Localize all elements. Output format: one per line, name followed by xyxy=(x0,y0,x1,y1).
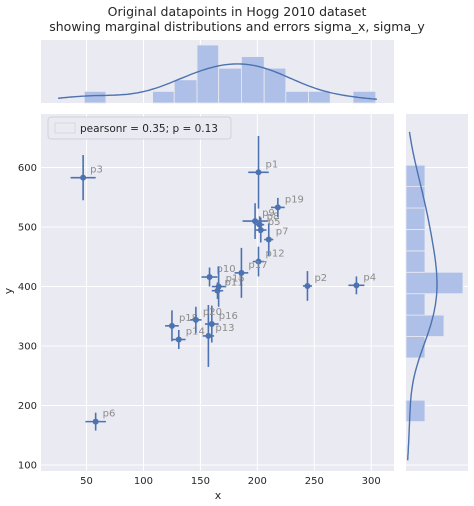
point-label: p1 xyxy=(265,159,278,170)
point-marker xyxy=(256,221,263,228)
marginal-x-histogram-bar xyxy=(152,91,175,104)
point-marker xyxy=(255,258,262,265)
data-point-p18: p18 xyxy=(165,310,198,342)
point-marker xyxy=(304,282,311,289)
point-marker xyxy=(206,274,213,281)
legend-swatch xyxy=(54,122,76,134)
point-marker xyxy=(80,174,87,181)
marginal-y-kde-line xyxy=(407,131,438,461)
point-label: p5 xyxy=(268,217,281,228)
point-label: p20 xyxy=(203,307,222,318)
point-label: p18 xyxy=(179,313,198,324)
y-tick-label: 400 xyxy=(18,282,37,293)
point-marker xyxy=(274,204,281,211)
x-tick-label: 100 xyxy=(134,476,153,487)
x-tick-label: 200 xyxy=(248,476,267,487)
point-marker xyxy=(208,321,215,328)
y-axis-label: y xyxy=(2,287,15,294)
marginal-y-histogram-bar xyxy=(405,399,426,423)
data-point-p4: p4 xyxy=(348,272,376,295)
point-label: p19 xyxy=(285,194,304,205)
point-label: p12 xyxy=(265,249,284,260)
data-point-p17: p17 xyxy=(234,247,267,298)
point-marker xyxy=(238,269,245,276)
point-label: p9 xyxy=(262,208,275,219)
data-point-p2: p2 xyxy=(302,271,327,301)
data-point-p12: p12 xyxy=(252,246,285,277)
point-marker xyxy=(92,418,99,425)
marginal-x-kde-line xyxy=(58,63,377,100)
point-label: p13 xyxy=(215,323,234,334)
marginal-y-histogram-bar xyxy=(405,271,464,295)
point-label: p16 xyxy=(219,311,238,322)
point-marker xyxy=(215,283,222,290)
y-tick-label: 600 xyxy=(18,163,37,174)
point-marker xyxy=(353,282,360,289)
data-point-p8: p8 xyxy=(255,212,279,233)
marginal-x-histogram-bar xyxy=(173,79,198,104)
marginal-y-histogram-bar xyxy=(405,229,426,252)
point-marker xyxy=(205,332,212,339)
y-tick-label: 100 xyxy=(18,461,37,472)
chart-title-line-2: showing marginal distributions and error… xyxy=(49,19,425,34)
data-point-p3: p3 xyxy=(70,155,103,201)
point-label: p8 xyxy=(267,212,280,223)
x-tick-label: 150 xyxy=(191,476,210,487)
marginal-x-histogram-bar xyxy=(83,91,107,104)
x-tick-label: 250 xyxy=(305,476,324,487)
marginal-x-histogram-bar xyxy=(263,67,287,104)
point-marker xyxy=(168,322,175,329)
x-tick-label: 50 xyxy=(80,476,93,487)
marginal-x-panel xyxy=(41,40,394,104)
x-tick-label: 300 xyxy=(362,476,381,487)
marginal-y-panel xyxy=(405,114,468,471)
legend-box xyxy=(47,116,232,140)
x-axis-label: x xyxy=(215,489,222,502)
point-marker xyxy=(252,218,259,225)
chart-title-line-1: Original datapoints in Hogg 2010 dataset xyxy=(107,4,367,19)
point-label: p15 xyxy=(226,274,245,285)
data-point-p6: p6 xyxy=(85,409,115,431)
data-point-p20: p20 xyxy=(190,306,222,333)
marginal-y-histogram-bar xyxy=(405,250,426,273)
marginal-y-histogram-bar xyxy=(405,293,426,316)
data-point-p1: p1 xyxy=(248,136,278,209)
point-label: p4 xyxy=(363,272,376,283)
y-tick-label: 200 xyxy=(18,401,37,412)
point-marker xyxy=(257,227,264,234)
y-tick-label: 300 xyxy=(18,342,37,353)
point-label: p10 xyxy=(217,264,236,275)
marginal-x-histogram-bar xyxy=(196,44,220,104)
point-label: p6 xyxy=(103,409,116,420)
y-tick-label: 500 xyxy=(18,223,37,234)
legend-text: pearsonr = 0.35; p = 0.13 xyxy=(80,123,218,135)
point-label: p7 xyxy=(276,227,289,238)
point-marker xyxy=(175,336,182,343)
data-point-p9: p9 xyxy=(242,203,275,239)
point-marker xyxy=(265,236,272,243)
data-point-p19: p19 xyxy=(271,194,304,217)
marginal-y-histogram-bar xyxy=(405,207,426,230)
scatter-panel: 50 100 150 200 250 300 100 200 300 400 500 600 p1 p2 p… xyxy=(18,114,394,487)
data-point-p15: p15 xyxy=(211,266,245,307)
marginal-x-histogram-bar xyxy=(218,67,242,104)
marginal-y-histogram-bar xyxy=(405,164,426,187)
marginal-x-histogram-bar xyxy=(308,91,331,104)
point-marker xyxy=(192,316,199,323)
marginal-x-histogram-bar xyxy=(285,91,309,104)
data-point-p7: p7 xyxy=(264,223,289,256)
marginal-y-histogram-bar xyxy=(405,314,445,337)
data-point-p10: p10 xyxy=(201,264,236,287)
marginal-y-histogram-bar xyxy=(405,336,426,359)
point-marker xyxy=(255,169,262,176)
point-label: p2 xyxy=(314,273,327,284)
point-label: p3 xyxy=(90,165,103,176)
legend: pearsonr = 0.35; p = 0.13 xyxy=(47,116,232,140)
point-label: p11 xyxy=(225,278,244,289)
point-label: p17 xyxy=(248,260,267,271)
data-point-p16: p16 xyxy=(204,305,238,343)
